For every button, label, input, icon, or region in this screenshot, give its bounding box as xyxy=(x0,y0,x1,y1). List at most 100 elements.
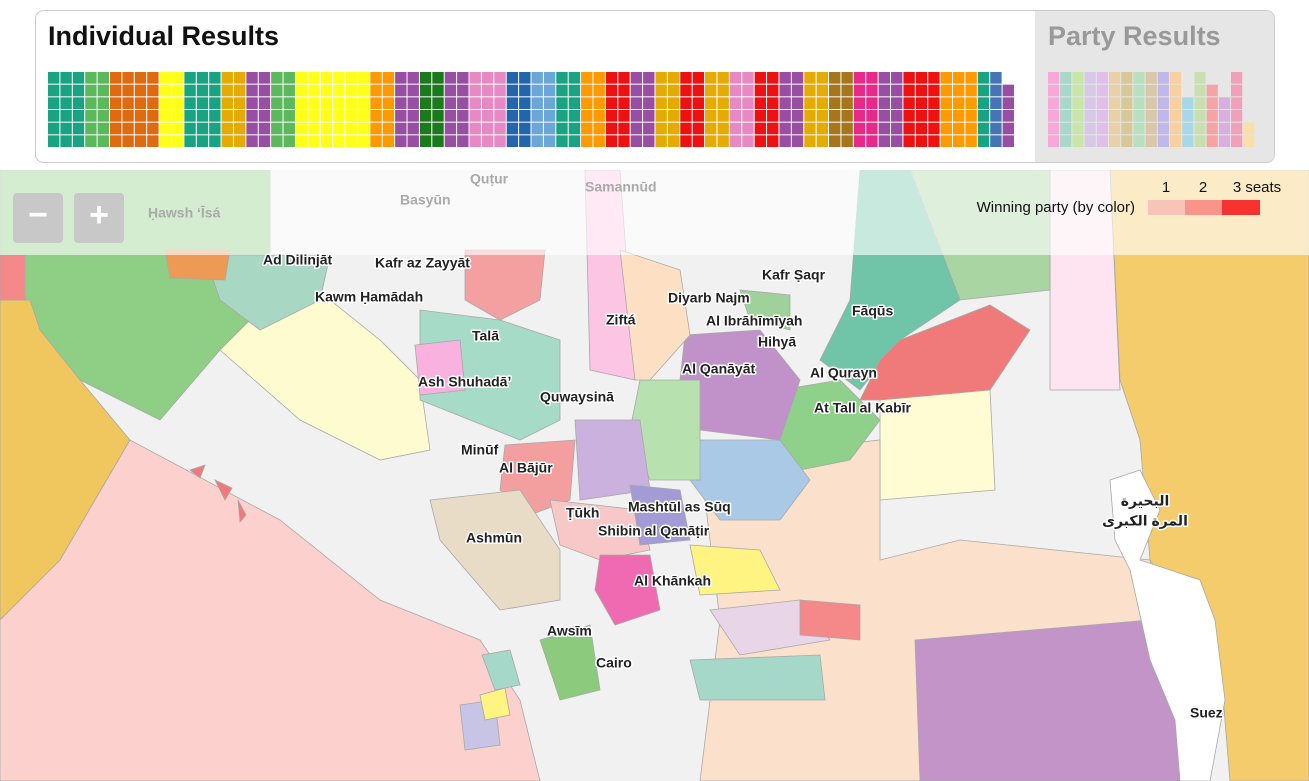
seat-cell xyxy=(618,84,630,97)
zoom-out-button[interactable] xyxy=(13,193,63,243)
seat-cell xyxy=(494,72,506,84)
seat-cell xyxy=(853,84,866,97)
seat-cell xyxy=(531,135,543,147)
seat-cell xyxy=(308,72,320,84)
seat-cell xyxy=(1194,97,1206,109)
seat-cell xyxy=(655,110,667,122)
seat-cell xyxy=(556,84,568,97)
seat-cell xyxy=(1157,84,1169,97)
seat-cell xyxy=(258,97,271,109)
seat-cell xyxy=(382,97,395,109)
seat-cell xyxy=(209,110,221,122)
seat-cell xyxy=(940,97,953,109)
seat-cell xyxy=(97,72,109,84)
seat-cell xyxy=(990,110,1002,122)
place-label: Ziftá xyxy=(606,312,636,328)
seat-cell xyxy=(903,97,915,109)
seat-cell xyxy=(940,135,953,147)
region xyxy=(414,339,466,396)
seat-cell xyxy=(543,72,556,84)
zoom-in-icon[interactable]: + xyxy=(89,196,109,234)
seat-cell xyxy=(643,135,655,147)
seat-cell xyxy=(531,122,543,135)
seat-cell xyxy=(1002,135,1014,147)
seat-cell xyxy=(233,84,246,97)
seat-cell xyxy=(97,110,109,122)
seat-cell xyxy=(109,72,122,84)
seat-cell xyxy=(990,122,1002,135)
seat-cell xyxy=(1194,122,1206,135)
seat-cell xyxy=(791,97,804,109)
top-overlay xyxy=(0,170,1309,255)
party-grid xyxy=(1048,72,1255,147)
seat-cell xyxy=(568,84,581,97)
seat-cell xyxy=(717,72,729,84)
seat-cell xyxy=(1060,110,1072,122)
seat-cell xyxy=(878,72,891,84)
seat-cell xyxy=(419,110,432,122)
seat-cell xyxy=(1243,122,1255,135)
seat-cell xyxy=(866,84,878,97)
header-panel: Individual Results Party Results xyxy=(0,0,1309,170)
legend-title: Winning party (by color) xyxy=(977,199,1135,216)
seat-cell xyxy=(519,72,531,84)
seat-cell xyxy=(345,97,357,109)
seat-cell xyxy=(977,72,990,84)
seat-cell xyxy=(48,72,60,84)
place-label: At Tall al Kabīr xyxy=(814,400,912,416)
seat-cell xyxy=(667,72,680,84)
seat-cell xyxy=(345,72,357,84)
seat-cell xyxy=(705,97,717,109)
place-label: Al Qurayn xyxy=(810,365,877,381)
region xyxy=(799,599,861,641)
seat-cell xyxy=(246,110,258,122)
seat-cell xyxy=(903,84,915,97)
seat-cell xyxy=(432,72,444,84)
place-label: Kafr Ṣaqr xyxy=(762,267,826,283)
seat-cell xyxy=(506,122,519,135)
seat-cell xyxy=(903,72,915,84)
seat-cell xyxy=(953,97,965,109)
seat-cell xyxy=(308,135,320,147)
seat-cell xyxy=(1133,84,1145,97)
seat-cell xyxy=(233,72,246,84)
seat-cell xyxy=(705,72,717,84)
seat-cell xyxy=(48,135,60,147)
seat-cell xyxy=(816,84,829,97)
seat-cell xyxy=(593,84,605,97)
seat-cell xyxy=(283,84,295,97)
seat-cell xyxy=(60,110,72,122)
seat-cell xyxy=(593,122,605,135)
seat-cell xyxy=(1109,135,1121,147)
seat-cell xyxy=(977,122,990,135)
seat-cell xyxy=(1060,97,1072,109)
seat-cell xyxy=(382,84,395,97)
seat-cell xyxy=(1194,72,1206,84)
seat-cell xyxy=(903,135,915,147)
zoom-out-icon[interactable]: − xyxy=(28,196,48,234)
seat-cell xyxy=(1072,84,1084,97)
seat-cell xyxy=(878,110,891,122)
seat-cell xyxy=(1231,84,1243,97)
seat-cell xyxy=(928,110,940,122)
seat-cell xyxy=(271,97,283,109)
seat-cell xyxy=(543,135,556,147)
seat-cell xyxy=(1084,97,1096,109)
faded-label: Basyūn xyxy=(400,192,451,208)
seat-cell xyxy=(791,84,804,97)
seat-cell xyxy=(1048,135,1060,147)
seat-cell xyxy=(779,135,791,147)
zoom-in-button[interactable] xyxy=(74,193,124,243)
individual-grid xyxy=(48,72,1014,147)
place-label: Al Qanāyāt xyxy=(682,361,755,377)
seat-cell xyxy=(1243,135,1255,147)
seat-cell xyxy=(990,72,1002,84)
seat-cell xyxy=(1231,110,1243,122)
seat-cell xyxy=(221,84,233,97)
seat-cell xyxy=(147,97,159,109)
seat-cell xyxy=(481,84,494,97)
seat-cell xyxy=(1133,72,1145,84)
seat-cell xyxy=(977,135,990,147)
seat-cell xyxy=(581,84,593,97)
seat-cell xyxy=(295,84,308,97)
